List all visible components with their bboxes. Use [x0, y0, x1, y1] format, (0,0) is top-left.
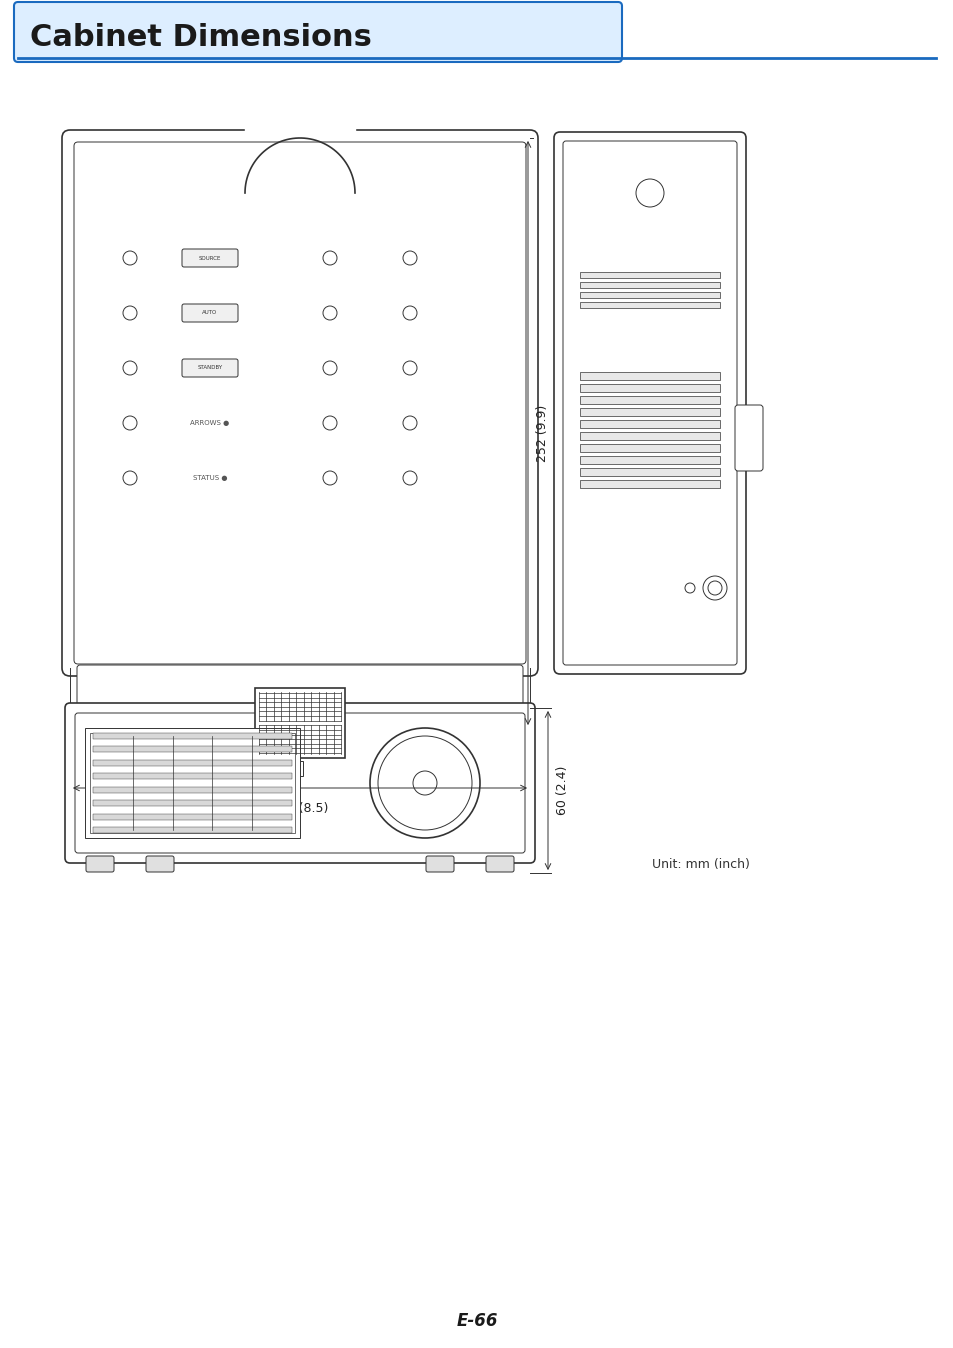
FancyBboxPatch shape: [75, 713, 524, 853]
Text: 216 (8.5): 216 (8.5): [271, 802, 329, 816]
Text: Unit: mm (inch): Unit: mm (inch): [652, 857, 749, 871]
Bar: [579, 456, 720, 464]
Bar: [92, 733, 292, 739]
Text: SOURCE: SOURCE: [198, 256, 221, 260]
Text: 252 (9.9): 252 (9.9): [536, 404, 548, 461]
Bar: [579, 384, 720, 392]
FancyBboxPatch shape: [182, 305, 237, 322]
FancyBboxPatch shape: [182, 249, 237, 267]
Bar: [254, 687, 345, 758]
FancyBboxPatch shape: [426, 856, 454, 872]
Bar: [579, 431, 720, 439]
Bar: [579, 272, 720, 278]
Bar: [579, 443, 720, 452]
Bar: [92, 760, 292, 766]
Bar: [579, 396, 720, 404]
Bar: [92, 814, 292, 820]
Bar: [579, 480, 720, 488]
FancyBboxPatch shape: [74, 142, 525, 665]
FancyBboxPatch shape: [86, 856, 113, 872]
FancyBboxPatch shape: [77, 665, 522, 706]
FancyBboxPatch shape: [562, 142, 737, 665]
Bar: [579, 302, 720, 307]
Bar: [579, 408, 720, 417]
FancyBboxPatch shape: [14, 1, 621, 62]
Bar: [579, 372, 720, 380]
FancyBboxPatch shape: [485, 856, 514, 872]
Text: STANDBY: STANDBY: [197, 365, 222, 371]
Bar: [283, 762, 303, 776]
Bar: [92, 774, 292, 779]
Bar: [579, 468, 720, 476]
Text: ARROWS ●: ARROWS ●: [191, 421, 230, 426]
FancyBboxPatch shape: [146, 856, 173, 872]
FancyBboxPatch shape: [734, 404, 762, 470]
Text: Cabinet Dimensions: Cabinet Dimensions: [30, 23, 372, 53]
Text: STATUS ●: STATUS ●: [193, 474, 227, 481]
FancyBboxPatch shape: [65, 704, 535, 863]
FancyBboxPatch shape: [62, 129, 537, 675]
Bar: [92, 787, 292, 793]
Bar: [579, 282, 720, 288]
Bar: [90, 733, 294, 833]
Text: AUTO: AUTO: [202, 310, 217, 315]
Bar: [92, 828, 292, 833]
Bar: [579, 421, 720, 429]
Text: 60 (2.4): 60 (2.4): [556, 766, 568, 816]
FancyBboxPatch shape: [182, 359, 237, 377]
FancyBboxPatch shape: [554, 132, 745, 674]
Bar: [92, 747, 292, 752]
Text: E-66: E-66: [456, 1312, 497, 1330]
Bar: [85, 728, 299, 838]
Bar: [579, 293, 720, 298]
Bar: [92, 801, 292, 806]
